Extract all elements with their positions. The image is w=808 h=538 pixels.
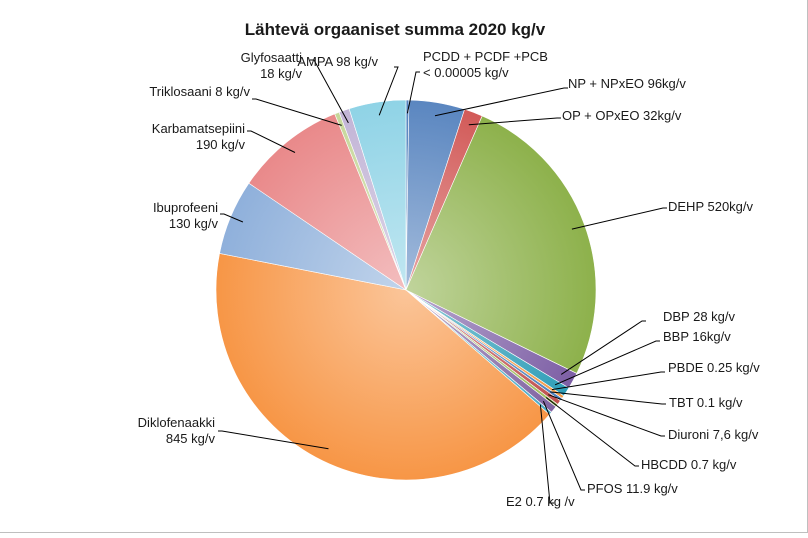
slice-label-13: Ibuprofeeni 130 kg/v (153, 200, 219, 231)
leader-line-7 (550, 391, 666, 405)
slice-label-4: DBP 28 kg/v (663, 309, 736, 324)
slice-label-7: TBT 0.1 kg/v (669, 395, 743, 410)
leader-line-10 (542, 401, 585, 491)
slice-label-9: HBCDD 0.7 kg/v (641, 457, 737, 472)
leader-line-11 (539, 404, 554, 504)
pie-slice-12 (215, 253, 550, 481)
leader-line-5 (554, 340, 660, 386)
pie-slice-3 (405, 115, 597, 374)
leader-line-12 (218, 430, 329, 450)
chart-title: Lähtevä orgaaniset summa 2020 kg/v (245, 20, 546, 39)
slice-label-6: PBDE 0.25 kg/v (668, 360, 760, 375)
leader-line-0 (406, 71, 420, 114)
leader-line-13 (220, 213, 244, 223)
leader-line-1 (434, 87, 568, 117)
slice-label-1: NP + NPxEO 96kg/v (568, 76, 686, 91)
leader-line-2 (468, 117, 561, 126)
leader-line-14 (247, 130, 296, 153)
pie-slice-14 (248, 113, 407, 291)
slice-label-16: Glyfosaatti 18 kg/v (241, 50, 303, 81)
slice-label-12: Diklofenaakki 845 kg/v (138, 415, 216, 446)
leader-line-15 (252, 98, 342, 126)
slice-label-5: BBP 16kg/v (663, 329, 731, 344)
leader-line-9 (545, 397, 639, 467)
pie-slices (215, 99, 597, 481)
slice-label-3: DEHP 520kg/v (668, 199, 754, 214)
leader-lines (218, 59, 667, 504)
leader-line-3 (571, 207, 667, 230)
slice-label-14: Karbamatsepiini 190 kg/v (152, 121, 246, 152)
leader-line-8 (548, 394, 665, 437)
leader-line-16 (310, 59, 349, 124)
slice-labels: PCDD + PCDF +PCB < 0.00005 kg/v NP + NPxEO… (138, 49, 761, 509)
slice-label-2: OP + OPxEO 32kg/v (562, 108, 682, 123)
pie-slice-17 (348, 99, 407, 291)
leader-line-6 (551, 371, 665, 391)
slice-label-17: AMPA 98 kg/v (297, 54, 378, 69)
slice-label-8: Diuroni 7,6 kg/v (668, 427, 759, 442)
slice-label-15: Triklosaani 8 kg/v (149, 84, 250, 99)
slice-label-10: PFOS 11.9 kg/v (587, 481, 678, 496)
slice-label-11: E2 0.7 kg /v (506, 494, 575, 509)
leader-line-4 (560, 320, 646, 375)
slice-label-0: PCDD + PCDF +PCB < 0.00005 kg/v (423, 49, 548, 80)
leader-line-17 (378, 66, 399, 116)
